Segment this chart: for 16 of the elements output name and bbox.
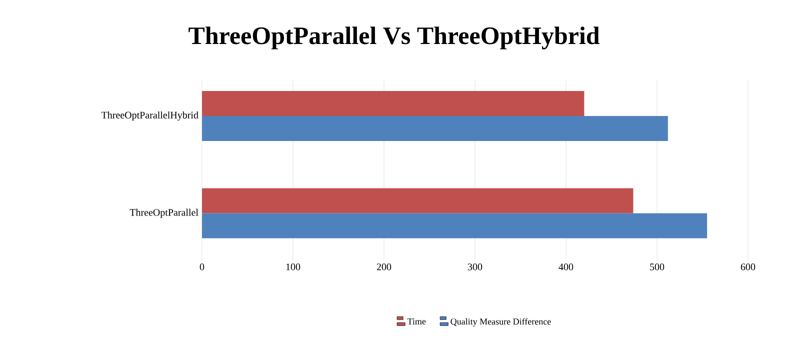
- bar: [202, 213, 708, 238]
- x-tick-label: 0: [200, 264, 204, 270]
- bar: [202, 116, 668, 141]
- legend-label: Quality Measure Difference: [450, 318, 551, 326]
- legend-label: Time: [407, 318, 426, 324]
- chart-title: ThreeOptParallel Vs ThreeOptHybrid: [188, 26, 600, 50]
- y-tick-label: ThreeOptParallel: [130, 208, 198, 218]
- x-tick-label: 300: [468, 264, 482, 270]
- bar: [202, 188, 634, 214]
- y-tick-label: ThreeOptParallelHybrid: [101, 111, 198, 121]
- x-tick-label: 600: [740, 264, 756, 270]
- x-tick-label: 200: [376, 264, 392, 270]
- x-tick-label: 100: [286, 264, 300, 270]
- x-tick-label: 500: [650, 264, 664, 270]
- bar: [202, 91, 584, 116]
- x-tick-label: 400: [558, 264, 574, 270]
